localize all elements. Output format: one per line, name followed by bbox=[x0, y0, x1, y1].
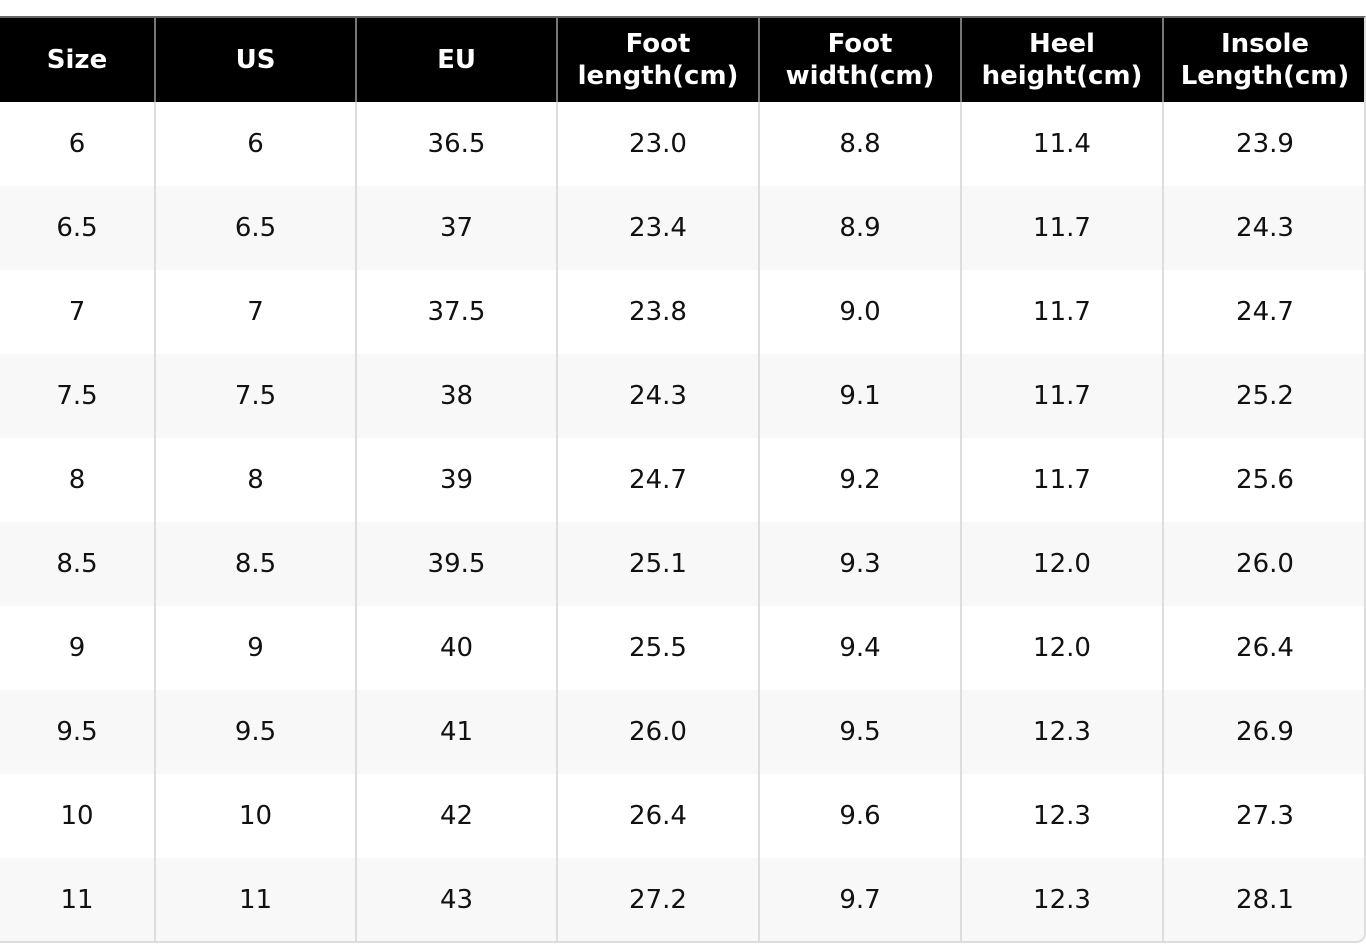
table-cell: 9.2 bbox=[758, 438, 961, 522]
table-cell: 11.4 bbox=[960, 102, 1163, 186]
table-cell: 11.7 bbox=[960, 438, 1163, 522]
table-cell: 7.5 bbox=[154, 354, 356, 438]
table-cell: 9 bbox=[68, 633, 86, 663]
table-cell: 26.0 bbox=[1162, 522, 1364, 606]
table-cell: 26.4 bbox=[1162, 606, 1364, 690]
column-header: Insole Length(cm) bbox=[1162, 18, 1364, 102]
table-cell: 9.3 bbox=[758, 522, 961, 606]
column-header: US bbox=[154, 18, 356, 102]
table-row: 8.5 8.5 39.5 25.1 9.3 12.0 26.0 bbox=[0, 522, 1364, 606]
table-cell: 9 bbox=[154, 606, 356, 690]
table-cell: 9.7 bbox=[758, 858, 961, 941]
table-row: 10 10 42 26.4 9.6 12.3 27.3 bbox=[0, 774, 1364, 858]
table-cell: 8 bbox=[68, 465, 86, 495]
table-cell: 26.9 bbox=[1162, 690, 1364, 774]
table-cell: 9.4 bbox=[758, 606, 961, 690]
table-cell: 37.5 bbox=[355, 270, 557, 354]
table-row: 7 7 37.5 23.8 9.0 11.7 24.7 bbox=[0, 270, 1364, 354]
table-cell: 12.3 bbox=[960, 690, 1163, 774]
table-cell: 39 bbox=[355, 438, 557, 522]
table-cell: 39.5 bbox=[355, 522, 557, 606]
table-cell: 40 bbox=[355, 606, 557, 690]
column-header: Foot width(cm) bbox=[758, 18, 961, 102]
table-cell: 9.5 bbox=[0, 690, 155, 774]
size-chart: Size US EU Foot length(cm) Foot width(cm) Hee… bbox=[0, 16, 1366, 943]
table-cell: 9.5 bbox=[758, 690, 961, 774]
table-cell: 23.8 bbox=[556, 270, 759, 354]
table-cell: 8.5 bbox=[0, 522, 155, 606]
column-header: Heel height(cm) bbox=[960, 18, 1163, 102]
table-cell: 6.5 bbox=[0, 186, 155, 270]
table-cell: 25.5 bbox=[556, 606, 759, 690]
table-cell: 11 bbox=[154, 858, 356, 941]
table-cell: 27.3 bbox=[1162, 774, 1364, 858]
table-cell: 8.5 bbox=[154, 522, 356, 606]
table-cell: 28.1 bbox=[1162, 858, 1364, 941]
table-cell: 36.5 bbox=[355, 102, 557, 186]
table-cell: 11.7 bbox=[960, 186, 1163, 270]
table-cell: 6.5 bbox=[154, 186, 356, 270]
table-cell: 6 bbox=[154, 102, 356, 186]
table-cell: 43 bbox=[355, 858, 557, 941]
table-cell: 10 bbox=[154, 774, 356, 858]
table-row: 11 11 43 27.2 9.7 12.3 28.1 bbox=[0, 858, 1364, 941]
table-cell: 41 bbox=[355, 690, 557, 774]
table-row: 6.5 6.5 37 23.4 8.9 11.7 24.3 bbox=[0, 186, 1364, 270]
header-row: Size US EU Foot length(cm) Foot width(cm) Hee… bbox=[0, 18, 1364, 102]
table-row: 7.5 7.5 38 24.3 9.1 11.7 25.2 bbox=[0, 354, 1364, 438]
table-cell: 9.6 bbox=[758, 774, 961, 858]
table-cell: 25.6 bbox=[1162, 438, 1364, 522]
table-cell: 12.3 bbox=[960, 774, 1163, 858]
table-cell: 10 bbox=[60, 801, 94, 831]
table-cell: 23.0 bbox=[556, 102, 759, 186]
table-cell: 12.3 bbox=[960, 858, 1163, 941]
table-cell: 24.7 bbox=[1162, 270, 1364, 354]
table-cell: 24.3 bbox=[1162, 186, 1364, 270]
table-cell: 9.5 bbox=[154, 690, 356, 774]
table-cell: 26.0 bbox=[556, 690, 759, 774]
table-cell: 8.8 bbox=[758, 102, 961, 186]
table-row: 6 6 36.5 23.0 8.8 11.4 23.9 bbox=[0, 102, 1364, 186]
table-cell: 12.0 bbox=[960, 606, 1163, 690]
table-cell: 8.9 bbox=[758, 186, 961, 270]
column-header: EU bbox=[355, 18, 557, 102]
table-cell: 11 bbox=[0, 858, 155, 941]
table-cell: 9.0 bbox=[758, 270, 961, 354]
table-cell: 9.1 bbox=[758, 354, 961, 438]
table-cell: 7 bbox=[68, 297, 86, 327]
column-header: Foot length(cm) bbox=[556, 18, 759, 102]
table-cell: 38 bbox=[355, 354, 557, 438]
table-cell: 37 bbox=[355, 186, 557, 270]
table-cell: 23.9 bbox=[1162, 102, 1364, 186]
table-cell: 23.4 bbox=[556, 186, 759, 270]
table-cell: 24.7 bbox=[556, 438, 759, 522]
table-cell: 12.0 bbox=[960, 522, 1163, 606]
table-cell: 42 bbox=[355, 774, 557, 858]
table-cell: 25.1 bbox=[556, 522, 759, 606]
table-cell: 24.3 bbox=[556, 354, 759, 438]
table-cell: 8 bbox=[154, 438, 356, 522]
table-cell: 27.2 bbox=[556, 858, 759, 941]
table-cell: 7 bbox=[154, 270, 356, 354]
table-cell: 11.7 bbox=[960, 354, 1163, 438]
table-cell: 6 bbox=[68, 129, 86, 159]
column-header: Size bbox=[0, 18, 155, 102]
table-cell: 11.7 bbox=[960, 270, 1163, 354]
table-row: 9.5 9.5 41 26.0 9.5 12.3 26.9 bbox=[0, 690, 1364, 774]
size-table: Size US EU Foot length(cm) Foot width(cm) Hee… bbox=[0, 18, 1364, 941]
table-row: 8 8 39 24.7 9.2 11.7 25.6 bbox=[0, 438, 1364, 522]
table-cell: 7.5 bbox=[0, 354, 155, 438]
table-cell: 26.4 bbox=[556, 774, 759, 858]
table-row: 9 9 40 25.5 9.4 12.0 26.4 bbox=[0, 606, 1364, 690]
table-cell: 25.2 bbox=[1162, 354, 1364, 438]
